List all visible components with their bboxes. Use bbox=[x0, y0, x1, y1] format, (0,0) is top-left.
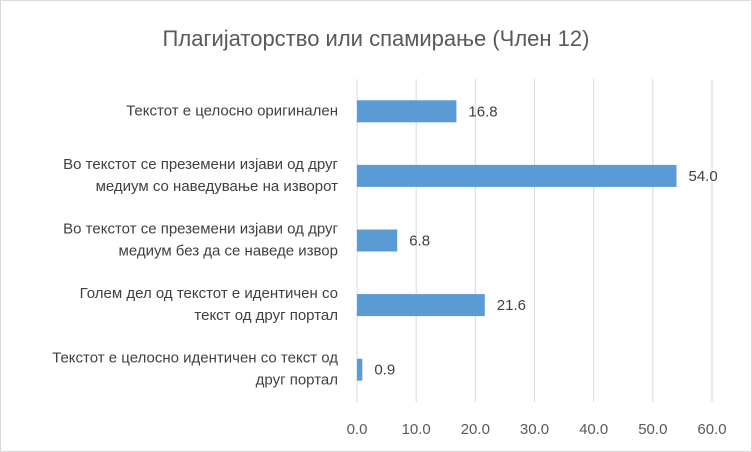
x-tick-label: 30.0 bbox=[520, 421, 549, 438]
x-tick-label: 50.0 bbox=[638, 421, 667, 438]
value-label: 16.8 bbox=[468, 103, 497, 120]
value-label: 0.9 bbox=[374, 362, 395, 379]
y-tick-label: Текстот е целосно оригинален bbox=[126, 102, 338, 119]
y-tick-label: Во текстот се преземени изјави од друг ме… bbox=[63, 156, 338, 195]
bar bbox=[357, 164, 677, 187]
chart-title: Плагијаторство или спамирање (Член 12) bbox=[163, 26, 590, 51]
value-label: 21.6 bbox=[497, 297, 526, 314]
bar bbox=[357, 100, 457, 123]
x-tick-label: 10.0 bbox=[402, 421, 431, 438]
x-tick-label: 0.0 bbox=[347, 421, 368, 438]
y-tick-label: Голем дел од текстот е идентичен со текст… bbox=[80, 285, 338, 324]
value-label: 54.0 bbox=[689, 168, 718, 185]
y-tick-label: Во текстот се преземени изјави од друг ме… bbox=[63, 220, 338, 259]
bar bbox=[357, 294, 485, 317]
x-tick-label: 60.0 bbox=[697, 421, 726, 438]
value-label: 6.8 bbox=[409, 232, 430, 249]
y-tick-label: Текстот е целосно идентичен со текст од д… bbox=[52, 350, 338, 389]
bar bbox=[357, 358, 363, 381]
x-tick-label: 20.0 bbox=[461, 421, 490, 438]
bar bbox=[357, 229, 398, 252]
x-tick-label: 40.0 bbox=[579, 421, 608, 438]
